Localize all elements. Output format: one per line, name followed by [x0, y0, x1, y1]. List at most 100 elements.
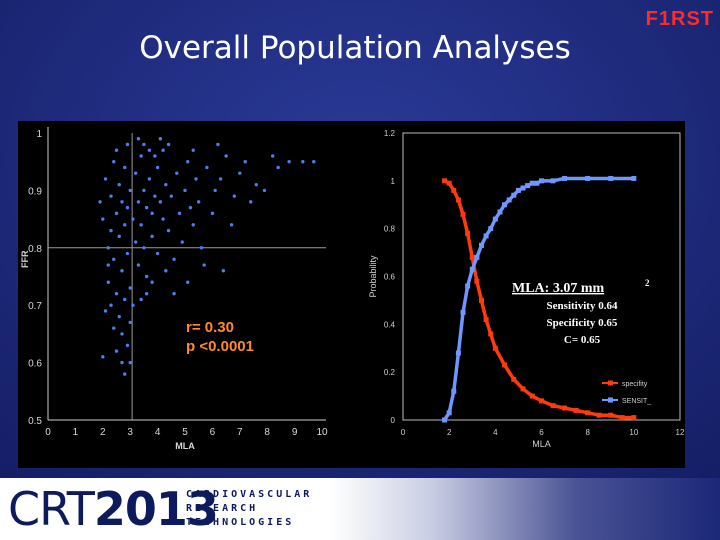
scatter-point — [153, 194, 157, 198]
scatter-point — [144, 205, 149, 210]
scatter-point — [125, 142, 130, 147]
scatter-point — [117, 314, 121, 319]
scatter-y-tick-label: 1 — [36, 129, 42, 140]
scatter-point — [202, 263, 206, 267]
series-marker-sensitivity — [515, 187, 521, 193]
series-marker-specificity — [573, 407, 579, 413]
scatter-point — [186, 280, 190, 284]
series-marker-sensitivity — [511, 192, 517, 198]
scatter-x-tick-label: 0 — [45, 427, 51, 438]
scatter-annotation-r: r= 0.30 — [186, 319, 234, 336]
series-marker-specificity — [478, 297, 484, 303]
scatter-point — [136, 137, 141, 141]
series-marker-sensitivity — [460, 309, 466, 315]
scatter-point — [177, 211, 182, 216]
scatter-point — [243, 160, 247, 164]
legend-marker — [608, 380, 613, 386]
scatter-point — [123, 297, 127, 302]
probability-x-tick-label: 6 — [539, 428, 544, 437]
scatter-point — [287, 160, 291, 164]
scatter-point — [166, 228, 171, 233]
crt-word-technologies: TECHNOLOGIES — [186, 517, 295, 528]
scatter-x-tick-label: 7 — [237, 427, 243, 438]
scatter-point — [114, 211, 119, 216]
series-marker-specificity — [488, 331, 494, 337]
scatter-point — [136, 263, 141, 267]
scatter-point — [205, 165, 209, 170]
scatter-point — [155, 165, 160, 170]
scatter-point — [161, 148, 165, 152]
scatter-point — [109, 303, 113, 307]
scatter-point — [128, 188, 132, 193]
slide-title: Overall Population Analyses — [139, 30, 571, 66]
scatter-point — [199, 246, 204, 250]
scatter-point — [221, 269, 226, 273]
scatter-point — [106, 246, 110, 250]
series-marker-sensitivity — [497, 209, 503, 215]
scatter-point — [109, 228, 113, 233]
series-marker-sensitivity — [502, 202, 508, 208]
scatter-y-axis-label: FFR — [20, 250, 30, 268]
crt-logo-year: 2013 — [93, 482, 219, 536]
scatter-point — [125, 251, 130, 256]
scatter-chart: 0 1 2 3 4 5 6 7 8 9 10 0.5 0.6 0.7 0.8 0.9 1 MLA FFR r= 0.3… — [20, 127, 328, 451]
probability-y-tick-label: 0 — [391, 416, 396, 425]
scatter-point — [128, 286, 132, 290]
series-marker-sensitivity — [529, 180, 535, 186]
scatter-point — [106, 280, 110, 284]
series-marker-sensitivity — [534, 180, 540, 186]
probability-x-tick-label: 0 — [401, 428, 406, 437]
series-marker-specificity — [469, 254, 475, 260]
scatter-point — [120, 269, 124, 273]
scatter-x-tick-label: 2 — [100, 427, 106, 438]
probability-plot-area — [402, 132, 681, 421]
scatter-point — [139, 223, 143, 227]
probability-chart: 0 0.2 0.4 0.6 0.8 1 1.2 0 2 4 6 8 10 12 MLA Probability… — [368, 129, 685, 449]
series-marker-sensitivity — [474, 254, 480, 260]
probability-annotation-superscript: 2 — [645, 278, 650, 288]
scatter-x-tick-label: 10 — [316, 427, 328, 438]
probability-y-tick-label: 1 — [391, 177, 396, 186]
scatter-point — [109, 194, 113, 198]
scatter-point — [158, 200, 163, 204]
series-marker-specificity — [539, 398, 544, 404]
scatter-x-tick-label: 5 — [182, 427, 188, 438]
scatter-point — [128, 320, 132, 325]
probability-y-tick-label: 0.2 — [384, 368, 396, 377]
scatter-point — [161, 217, 165, 221]
scatter-point — [164, 182, 168, 187]
scatter-point — [120, 200, 124, 204]
series-marker-specificity — [608, 412, 614, 418]
series-marker-specificity — [451, 187, 457, 193]
scatter-point — [114, 148, 119, 152]
scatter-point — [139, 297, 143, 302]
scatter-y-tick-label: 0.7 — [28, 301, 42, 312]
series-marker-sensitivity — [483, 233, 489, 239]
scatter-point — [191, 148, 195, 152]
legend-label: specifity — [622, 381, 648, 388]
series-marker-sensitivity — [585, 175, 591, 181]
series-marker-specificity — [529, 393, 535, 399]
scatter-point — [270, 154, 275, 158]
scatter-point — [117, 182, 121, 187]
probability-x-tick-label: 2 — [447, 428, 452, 437]
scatter-point — [123, 372, 127, 376]
scatter-x-tick-label: 8 — [264, 427, 270, 438]
series-marker-sensitivity — [451, 388, 457, 394]
scatter-point — [147, 177, 152, 181]
scatter-point — [136, 200, 141, 204]
probability-x-tick-label: 10 — [629, 428, 638, 437]
crt-word-research: RESEARCH — [186, 503, 259, 514]
scatter-point — [188, 205, 193, 210]
scatter-point — [106, 263, 110, 267]
scatter-point — [180, 240, 184, 244]
series-marker-specificity — [465, 230, 471, 236]
scatter-point — [213, 188, 217, 193]
series-marker-specificity — [619, 415, 625, 421]
series-marker-sensitivity — [455, 350, 461, 356]
series-marker-sensitivity — [562, 175, 568, 181]
scatter-point — [103, 309, 108, 313]
scatter-point — [114, 292, 119, 296]
scatter-point — [164, 269, 168, 273]
